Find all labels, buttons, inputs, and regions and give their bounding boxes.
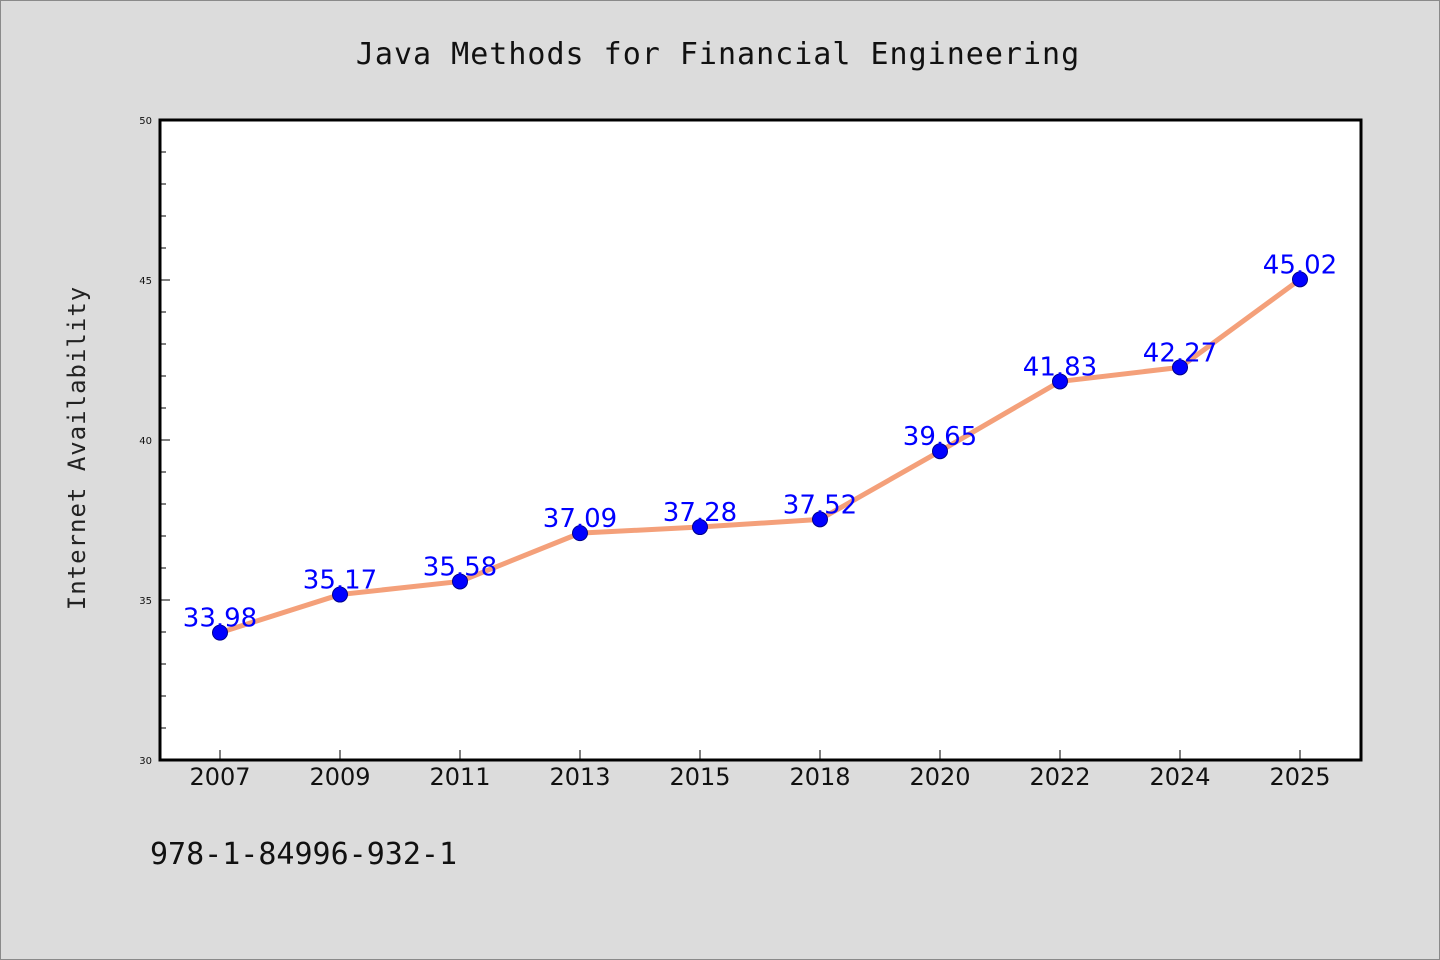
data-label: 33.98 (183, 604, 257, 634)
x-tick-label: 2022 (1029, 763, 1090, 791)
series-markers (212, 271, 1308, 641)
x-tick-label: 2009 (309, 763, 370, 791)
data-label: 41.83 (1023, 352, 1097, 382)
data-point (212, 624, 228, 641)
data-point (932, 443, 948, 460)
x-tick-label: 2024 (1149, 763, 1210, 791)
x-tick-label: 2015 (669, 763, 730, 791)
data-point (572, 525, 588, 542)
series-line (217, 276, 1303, 636)
x-tick-label: 2011 (429, 763, 490, 791)
x-tick-label: 2007 (189, 763, 250, 791)
data-point (692, 519, 708, 536)
x-tick-label: 2018 (789, 763, 850, 791)
plot-area (160, 120, 1361, 760)
data-label: 35.17 (303, 566, 377, 596)
data-label: 37.52 (783, 490, 857, 520)
data-label: 37.28 (663, 498, 737, 528)
data-point (1052, 373, 1068, 390)
y-tick-label: 45 (139, 276, 152, 287)
data-point (812, 511, 828, 528)
y-tick-label: 40 (139, 436, 152, 447)
data-label: 37.09 (543, 504, 617, 534)
data-label: 35.58 (423, 552, 497, 582)
x-tick-label: 2020 (909, 763, 970, 791)
y-tick-label: 35 (139, 596, 152, 607)
x-tick-label: 2025 (1269, 763, 1330, 791)
data-point (332, 586, 348, 603)
data-point (452, 573, 468, 590)
data-label: 45.02 (1263, 250, 1337, 280)
x-axis: 2007 2009 2011 2013 2015 2018 2020 2022 2024 2025 (189, 750, 1331, 791)
plot-border (158, 118, 1363, 762)
data-label: 39.65 (903, 422, 977, 452)
y-tick-label: 50 (139, 116, 152, 127)
data-point (1172, 359, 1188, 376)
y-axis-label: Internet Availability (63, 286, 91, 610)
y-tick-label: 30 (139, 756, 152, 767)
isbn-text: 978-1-84996-932-1 (150, 837, 457, 872)
chart-title: Java Methods for Financial Engineering (356, 37, 1080, 72)
data-label: 42.27 (1143, 338, 1217, 368)
data-point (1292, 271, 1308, 288)
x-tick-label: 2013 (549, 763, 610, 791)
data-labels: 33.98 35.17 35.58 37.09 37.28 37.52 39.65 41.83… (183, 250, 1337, 633)
